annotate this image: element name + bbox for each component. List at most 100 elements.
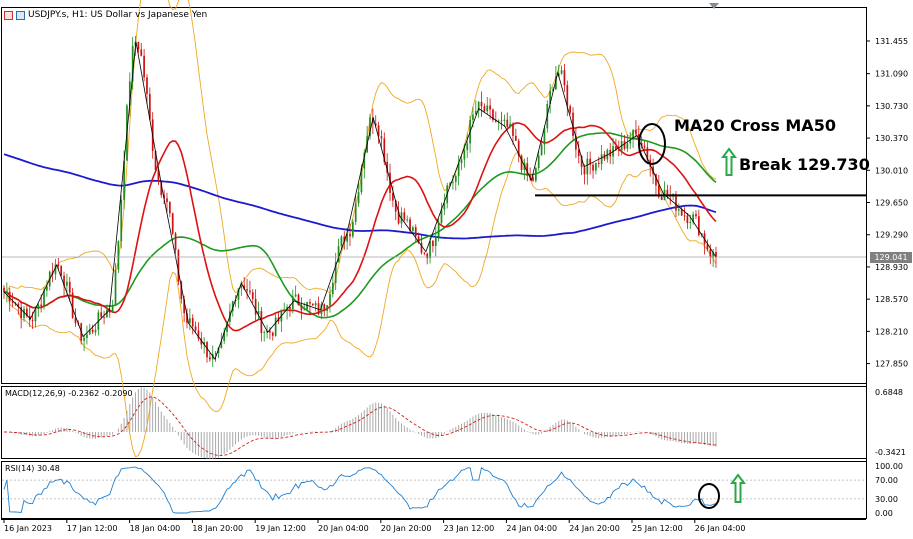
candle bbox=[157, 168, 160, 186]
candle bbox=[572, 107, 574, 141]
price-tick-label: 128.930 bbox=[875, 263, 908, 272]
candle bbox=[529, 167, 531, 182]
candle bbox=[286, 304, 288, 320]
candle bbox=[386, 153, 389, 181]
candle bbox=[57, 257, 60, 271]
break-level-annotation: Break 129.730 bbox=[739, 155, 870, 174]
candle bbox=[357, 183, 360, 207]
candle bbox=[60, 265, 63, 278]
candle bbox=[643, 141, 646, 150]
rsi-indicator: 100.00 70.00 30.00 0.00 bbox=[2, 462, 903, 518]
candle bbox=[680, 206, 683, 217]
candle bbox=[263, 330, 266, 342]
candle bbox=[426, 252, 429, 265]
candle bbox=[566, 80, 569, 117]
candle bbox=[97, 309, 100, 336]
time-tick-label: 16 Jan 2023 bbox=[4, 524, 52, 533]
analyst-markup bbox=[638, 123, 746, 509]
price-tick-label: 131.455 bbox=[875, 37, 908, 46]
candle bbox=[366, 126, 369, 153]
candle bbox=[583, 164, 586, 185]
candle bbox=[454, 173, 457, 191]
candle bbox=[251, 289, 254, 304]
candle bbox=[194, 321, 197, 334]
candle bbox=[314, 300, 317, 312]
candle bbox=[23, 305, 25, 322]
candle bbox=[509, 115, 511, 129]
candle bbox=[71, 287, 74, 319]
rsi-circle bbox=[698, 483, 720, 509]
candle bbox=[354, 195, 357, 226]
candle bbox=[672, 193, 674, 200]
candle bbox=[6, 282, 8, 303]
time-tick-label: 26 Jan 04:00 bbox=[695, 524, 746, 533]
candle bbox=[595, 162, 597, 175]
candle bbox=[380, 130, 383, 148]
ma-cross-annotation: MA20 Cross MA50 bbox=[674, 116, 836, 135]
candle bbox=[457, 155, 460, 186]
candle bbox=[334, 252, 337, 291]
candle bbox=[537, 151, 540, 171]
rsi-up-arrow-icon bbox=[730, 473, 746, 503]
time-tick-label: 20 Jan 04:00 bbox=[318, 524, 369, 533]
candle bbox=[706, 239, 709, 252]
candle bbox=[695, 210, 697, 220]
rsi-tick-label: 0.00 bbox=[875, 509, 893, 518]
candle bbox=[466, 133, 469, 158]
candle bbox=[577, 141, 580, 164]
candle bbox=[186, 308, 188, 329]
candle bbox=[260, 306, 263, 342]
candle bbox=[331, 272, 334, 298]
candle bbox=[283, 302, 286, 313]
candle bbox=[474, 100, 477, 115]
candle bbox=[497, 119, 500, 131]
price-tick-label: 130.010 bbox=[875, 166, 908, 175]
candle bbox=[683, 207, 686, 221]
candle bbox=[626, 134, 629, 152]
ma-cross-circle bbox=[638, 123, 666, 165]
candle bbox=[11, 292, 14, 308]
candle bbox=[317, 296, 320, 316]
candle bbox=[63, 271, 65, 296]
chart-shift-marker[interactable] bbox=[709, 3, 719, 9]
zigzag-line bbox=[3, 41, 717, 360]
candle bbox=[108, 309, 111, 318]
candle bbox=[257, 301, 260, 319]
candle bbox=[171, 212, 174, 236]
candle bbox=[323, 303, 326, 317]
candle bbox=[329, 286, 331, 313]
rsi-label: RSI(14) 30.48 bbox=[5, 464, 60, 473]
candle bbox=[86, 325, 88, 345]
candlesticks bbox=[3, 35, 717, 367]
candle bbox=[414, 224, 417, 242]
candle bbox=[148, 87, 151, 121]
candle bbox=[68, 276, 71, 302]
macd-tick-label: 0.6848 bbox=[875, 388, 903, 397]
candle bbox=[526, 157, 529, 182]
candle bbox=[197, 322, 200, 342]
candle bbox=[174, 231, 177, 254]
candle bbox=[140, 42, 143, 57]
candle bbox=[500, 111, 503, 130]
time-axis: 16 Jan 2023 17 Jan 12:00 18 Jan 04:00 18 Ja… bbox=[3, 519, 746, 533]
symbol-icon bbox=[4, 10, 13, 20]
candle bbox=[363, 149, 366, 179]
candle bbox=[17, 302, 20, 315]
candle bbox=[503, 114, 506, 127]
candle bbox=[83, 334, 85, 352]
candle bbox=[437, 218, 440, 242]
candle bbox=[311, 303, 314, 306]
lower-band-line bbox=[3, 151, 717, 458]
ma20-line bbox=[3, 122, 717, 332]
rsi-tick-label: 70.00 bbox=[875, 476, 898, 485]
rsi-tick-label: 30.00 bbox=[875, 495, 898, 504]
candle bbox=[697, 209, 700, 237]
break-up-arrow-icon bbox=[721, 147, 737, 176]
candle bbox=[563, 63, 566, 93]
candle bbox=[246, 278, 248, 300]
macd-signal-line bbox=[4, 396, 717, 457]
candle bbox=[535, 166, 537, 183]
price-tick-label: 130.370 bbox=[875, 134, 908, 143]
